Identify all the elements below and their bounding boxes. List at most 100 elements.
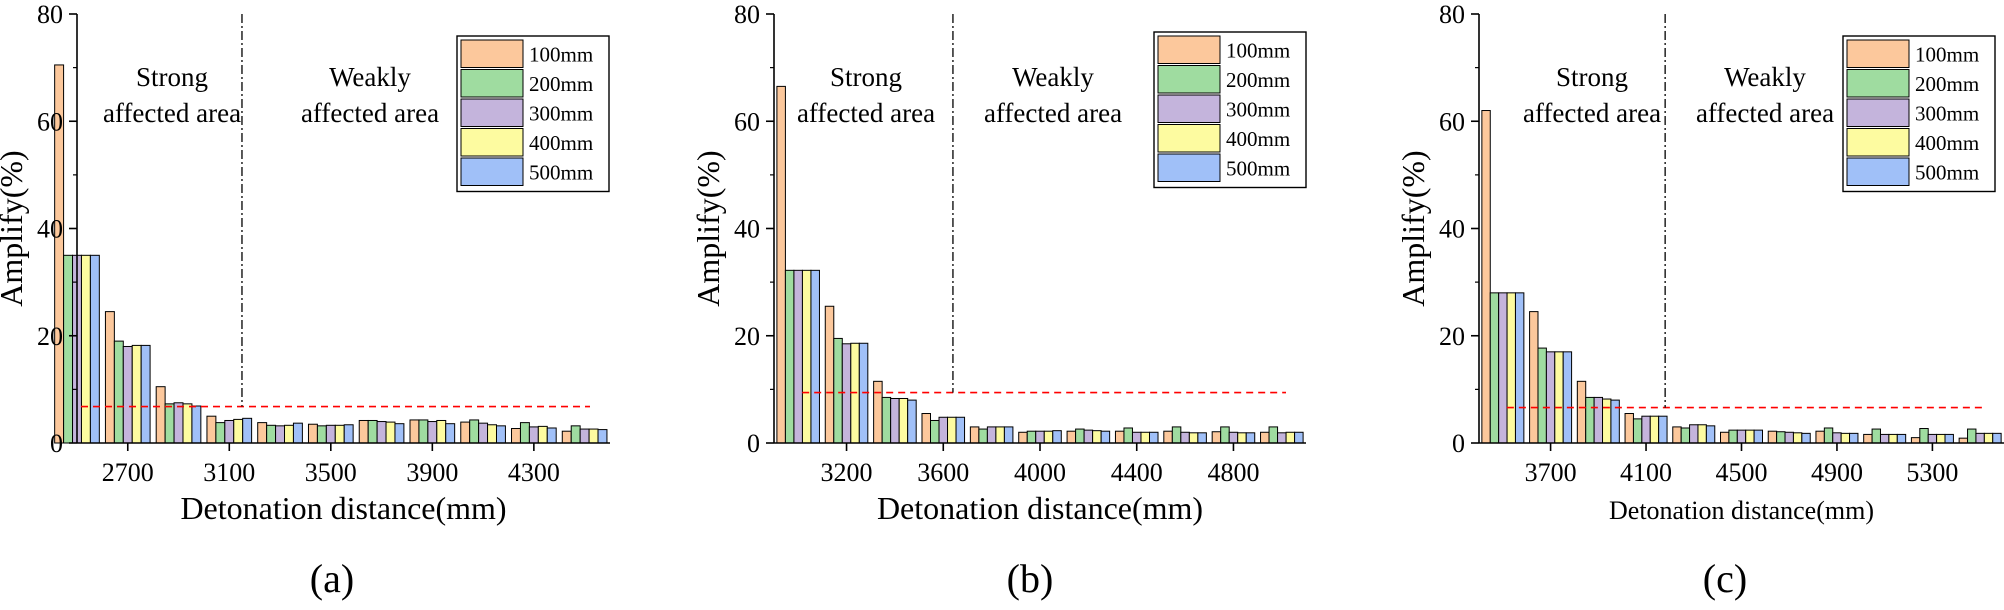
legend-label-400mm: 400mm [1915, 131, 1979, 155]
bar-300mm-4300 [1689, 424, 1699, 444]
legend-label-400mm: 400mm [529, 131, 593, 155]
bar-100mm-4300 [511, 428, 521, 444]
legend-swatch-300mm [1157, 94, 1221, 123]
bar-100mm-3600 [921, 413, 931, 444]
legend-swatch-300mm [1846, 98, 1910, 127]
bar-400mm-4800 [1237, 432, 1247, 444]
legend-swatch-200mm [1157, 65, 1221, 94]
bar-200mm-2500 [63, 254, 74, 444]
bar-200mm-4900 [1823, 427, 1834, 444]
bar-400mm-3700 [385, 421, 396, 444]
bar-200mm-3900 [1585, 396, 1595, 444]
bar-400mm-4300 [537, 425, 548, 444]
bar-500mm-3500 [1514, 292, 1525, 444]
bar-400mm-5000 [1285, 431, 1296, 444]
bar-500mm-4100 [496, 425, 506, 444]
bar-300mm-4100 [1641, 415, 1651, 444]
bar-100mm-3800 [969, 426, 980, 444]
x-tick-label: 4800 [1207, 458, 1259, 487]
bar-300mm-3700 [1545, 351, 1556, 444]
x-axis-title: Detonation distance(mm) [180, 490, 506, 526]
bar-100mm-5300 [1910, 437, 1921, 444]
bar-300mm-3000 [793, 269, 803, 444]
bar-300mm-3700 [376, 421, 387, 444]
bar-200mm-3300 [266, 424, 277, 444]
bar-300mm-3300 [275, 425, 286, 444]
x-axis-title: Detonation distance(mm) [877, 490, 1203, 526]
legend-swatch-500mm [460, 157, 524, 186]
x-tick-label: 4000 [1014, 458, 1066, 487]
bar-100mm-3100 [206, 415, 217, 444]
legend-swatch-500mm [1157, 153, 1221, 182]
strong-region-label: affected area [797, 98, 935, 128]
legend-label-500mm: 500mm [1915, 161, 1979, 185]
bar-500mm-3900 [1610, 399, 1620, 444]
bar-400mm-4600 [1188, 432, 1199, 444]
strong-region-label: affected area [103, 98, 241, 128]
bar-200mm-3400 [881, 396, 892, 444]
bar-100mm-3300 [257, 422, 268, 444]
legend-swatch-200mm [1846, 69, 1910, 98]
bar-100mm-5100 [1863, 433, 1873, 444]
bar-500mm-4000 [1052, 430, 1062, 444]
strong-region-label: Strong [830, 62, 902, 92]
bar-400mm-2500 [80, 254, 91, 444]
legend: 100mm 200mm 300mm 400mm 500mm [1153, 31, 1307, 189]
legend-label-300mm: 300mm [529, 102, 593, 126]
bar-400mm-2700 [131, 344, 142, 444]
bar-300mm-5100 [1879, 433, 1890, 444]
bar-500mm-3600 [955, 416, 966, 444]
y-tick-label: 0 [1452, 429, 1465, 458]
bar-300mm-4200 [1083, 429, 1094, 444]
bar-300mm-4700 [1784, 431, 1794, 444]
bar-500mm-3800 [1003, 426, 1014, 444]
bar-100mm-4300 [1672, 426, 1682, 444]
bar-300mm-4000 [1035, 430, 1045, 444]
bar-500mm-4500 [1753, 429, 1763, 444]
bar-400mm-4300 [1697, 424, 1707, 444]
y-tick-label: 60 [734, 107, 760, 136]
bar-300mm-3800 [986, 426, 997, 444]
legend-label-100mm: 100mm [529, 43, 593, 67]
bar-100mm-4600 [1163, 430, 1173, 444]
bar-500mm-4300 [1705, 425, 1716, 444]
bar-500mm-4400 [1149, 431, 1159, 444]
chart-panel-2: 0 20 40 60 80 3200 3600 4000 4400 4800Detonation … [690, 0, 1307, 601]
bar-500mm-5000 [1294, 431, 1304, 444]
bar-100mm-4100 [460, 421, 471, 444]
y-tick-label: 60 [1439, 107, 1465, 136]
bar-300mm-4300 [528, 426, 539, 444]
bar-400mm-3100 [233, 418, 244, 444]
bar-100mm-4400 [1114, 430, 1125, 444]
bar-500mm-4900 [1849, 432, 1859, 444]
bar-300mm-5500 [1975, 432, 1985, 444]
legend-swatch-500mm [1846, 157, 1910, 186]
bar-200mm-4500 [570, 425, 581, 444]
bar-100mm-3000 [776, 85, 786, 444]
x-axis-title: Detonation distance(mm) [1609, 496, 1874, 525]
y-axis-title: Amplify(%) [690, 150, 726, 306]
bar-400mm-3500 [334, 424, 345, 444]
x-tick-label: 4400 [1111, 458, 1163, 487]
y-tick-label: 60 [37, 107, 63, 136]
bar-100mm-3900 [1576, 380, 1587, 444]
bar-200mm-4300 [1680, 427, 1691, 444]
bar-200mm-4000 [1026, 430, 1037, 444]
bar-400mm-3900 [1602, 398, 1612, 444]
bar-400mm-3900 [436, 419, 447, 444]
weak-region-label: Weakly [329, 62, 411, 92]
bar-500mm-4800 [1245, 432, 1256, 444]
bar-200mm-3000 [784, 269, 795, 444]
bar-400mm-4100 [1649, 415, 1660, 444]
bar-500mm-2500 [89, 254, 100, 444]
bar-200mm-3100 [215, 422, 226, 444]
bar-400mm-5300 [1936, 433, 1946, 444]
bar-200mm-4500 [1728, 429, 1738, 444]
bar-100mm-3900 [409, 419, 420, 444]
bar-100mm-2500 [54, 64, 65, 444]
bar-300mm-4500 [1736, 429, 1747, 444]
x-tick-label: 3200 [821, 458, 873, 487]
bar-400mm-3700 [1554, 351, 1564, 444]
panel-caption: (a) [310, 556, 354, 601]
bar-100mm-4500 [561, 430, 572, 444]
